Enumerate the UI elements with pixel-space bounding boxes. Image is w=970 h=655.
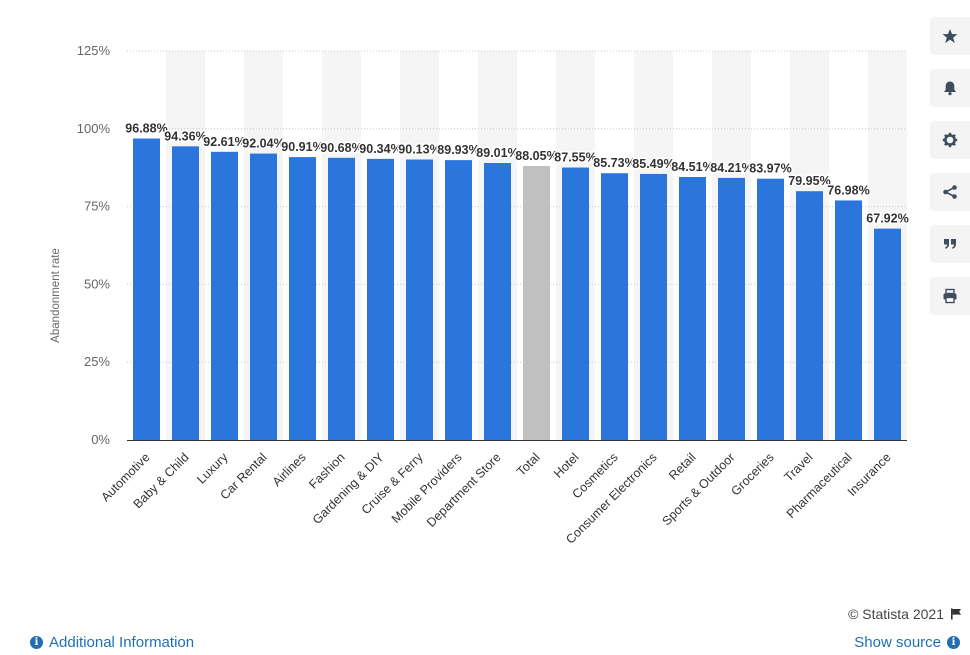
bar[interactable] — [406, 159, 433, 440]
bars — [133, 138, 901, 441]
data-label: 94.36% — [164, 129, 206, 143]
data-label: 83.97% — [749, 162, 791, 176]
y-tick-label: 100% — [77, 121, 111, 136]
y-axis-title: Abandonment rate — [50, 248, 62, 343]
print-icon — [943, 288, 957, 304]
data-label: 88.05% — [515, 149, 557, 163]
data-label: 84.21% — [710, 161, 752, 175]
info-icon: i — [947, 636, 960, 649]
bar[interactable] — [445, 160, 472, 441]
bar[interactable] — [523, 165, 550, 440]
flag-icon — [951, 608, 961, 620]
data-label: 87.55% — [554, 151, 596, 165]
favorite-button[interactable] — [930, 17, 970, 55]
category-label: Hotel — [551, 450, 582, 481]
bar-chart: 0% 25% 50% 75% 100% 125% 96.88%94.36%92.61%92… — [50, 43, 910, 547]
bar[interactable] — [874, 228, 901, 440]
y-tick-label: 75% — [84, 199, 110, 214]
bar[interactable] — [796, 191, 823, 440]
info-icon: i — [30, 636, 43, 649]
toolbar — [930, 17, 970, 329]
bar[interactable] — [250, 153, 277, 440]
category-label: Total — [514, 450, 543, 479]
data-label: 92.61% — [203, 135, 245, 149]
data-label: 89.93% — [437, 143, 479, 157]
category-label: Gardening & DIY — [310, 450, 387, 527]
category-label: Travel — [781, 450, 815, 484]
category-label: Groceries — [728, 450, 776, 498]
category-label: Department Store — [424, 450, 504, 530]
category-label: Retail — [666, 450, 699, 483]
category-label: Sports & Outdoor — [659, 450, 737, 528]
bar[interactable] — [757, 178, 784, 440]
gear-icon — [942, 132, 958, 148]
bar[interactable] — [562, 167, 589, 440]
category-label: Insurance — [845, 450, 894, 499]
bar[interactable] — [367, 158, 394, 440]
show-source-label: Show source — [854, 634, 941, 651]
settings-button[interactable] — [930, 121, 970, 159]
bell-icon — [944, 81, 956, 96]
credits[interactable]: © Statista 2021 — [848, 606, 962, 622]
quote-icon — [944, 239, 956, 249]
data-label: 90.34% — [359, 142, 401, 156]
data-label: 76.98% — [827, 183, 869, 197]
category-label: Luxury — [194, 450, 231, 487]
data-label: 89.01% — [476, 146, 518, 160]
data-label: 92.04% — [242, 137, 284, 151]
bar[interactable] — [289, 157, 316, 440]
bar[interactable] — [640, 173, 667, 440]
y-tick-label: 125% — [77, 43, 111, 58]
star-icon — [942, 29, 958, 43]
data-label: 90.13% — [398, 143, 440, 157]
bar[interactable] — [484, 163, 511, 440]
category-label: Mobile Providers — [389, 450, 465, 526]
data-labels: 96.88%94.36%92.61%92.04%90.91%90.68%90.3… — [124, 120, 910, 227]
bar[interactable] — [835, 200, 862, 440]
bar[interactable] — [328, 157, 355, 440]
data-label: 85.49% — [632, 157, 674, 171]
bar[interactable] — [601, 173, 628, 440]
category-label: Airlines — [270, 450, 309, 489]
bar[interactable] — [679, 177, 706, 440]
data-label: 67.92% — [866, 212, 908, 226]
share-icon — [943, 185, 957, 199]
data-label: 90.91% — [281, 140, 323, 154]
data-label: 96.88% — [125, 122, 167, 136]
bar[interactable] — [172, 146, 199, 440]
data-label: 84.51% — [671, 160, 713, 174]
bar[interactable] — [133, 138, 160, 440]
notification-button[interactable] — [930, 69, 970, 107]
credits-text: © Statista 2021 — [848, 606, 944, 622]
data-label: 79.95% — [788, 174, 830, 188]
data-label: 85.73% — [593, 156, 635, 170]
print-button[interactable] — [930, 277, 970, 315]
y-axis-ticks: 0% 25% 50% 75% 100% 125% — [77, 43, 111, 447]
additional-information-label: Additional Information — [49, 634, 195, 651]
additional-information-link[interactable]: i Additional Information — [30, 634, 194, 651]
data-label: 90.68% — [320, 141, 362, 155]
cite-button[interactable] — [930, 225, 970, 263]
share-button[interactable] — [930, 173, 970, 211]
bar[interactable] — [211, 151, 238, 441]
y-tick-label: 50% — [84, 276, 110, 291]
show-source-link[interactable]: Show source i — [854, 634, 960, 651]
y-tick-label: 25% — [84, 354, 110, 369]
y-tick-label: 0% — [91, 432, 110, 447]
bar[interactable] — [718, 177, 745, 440]
